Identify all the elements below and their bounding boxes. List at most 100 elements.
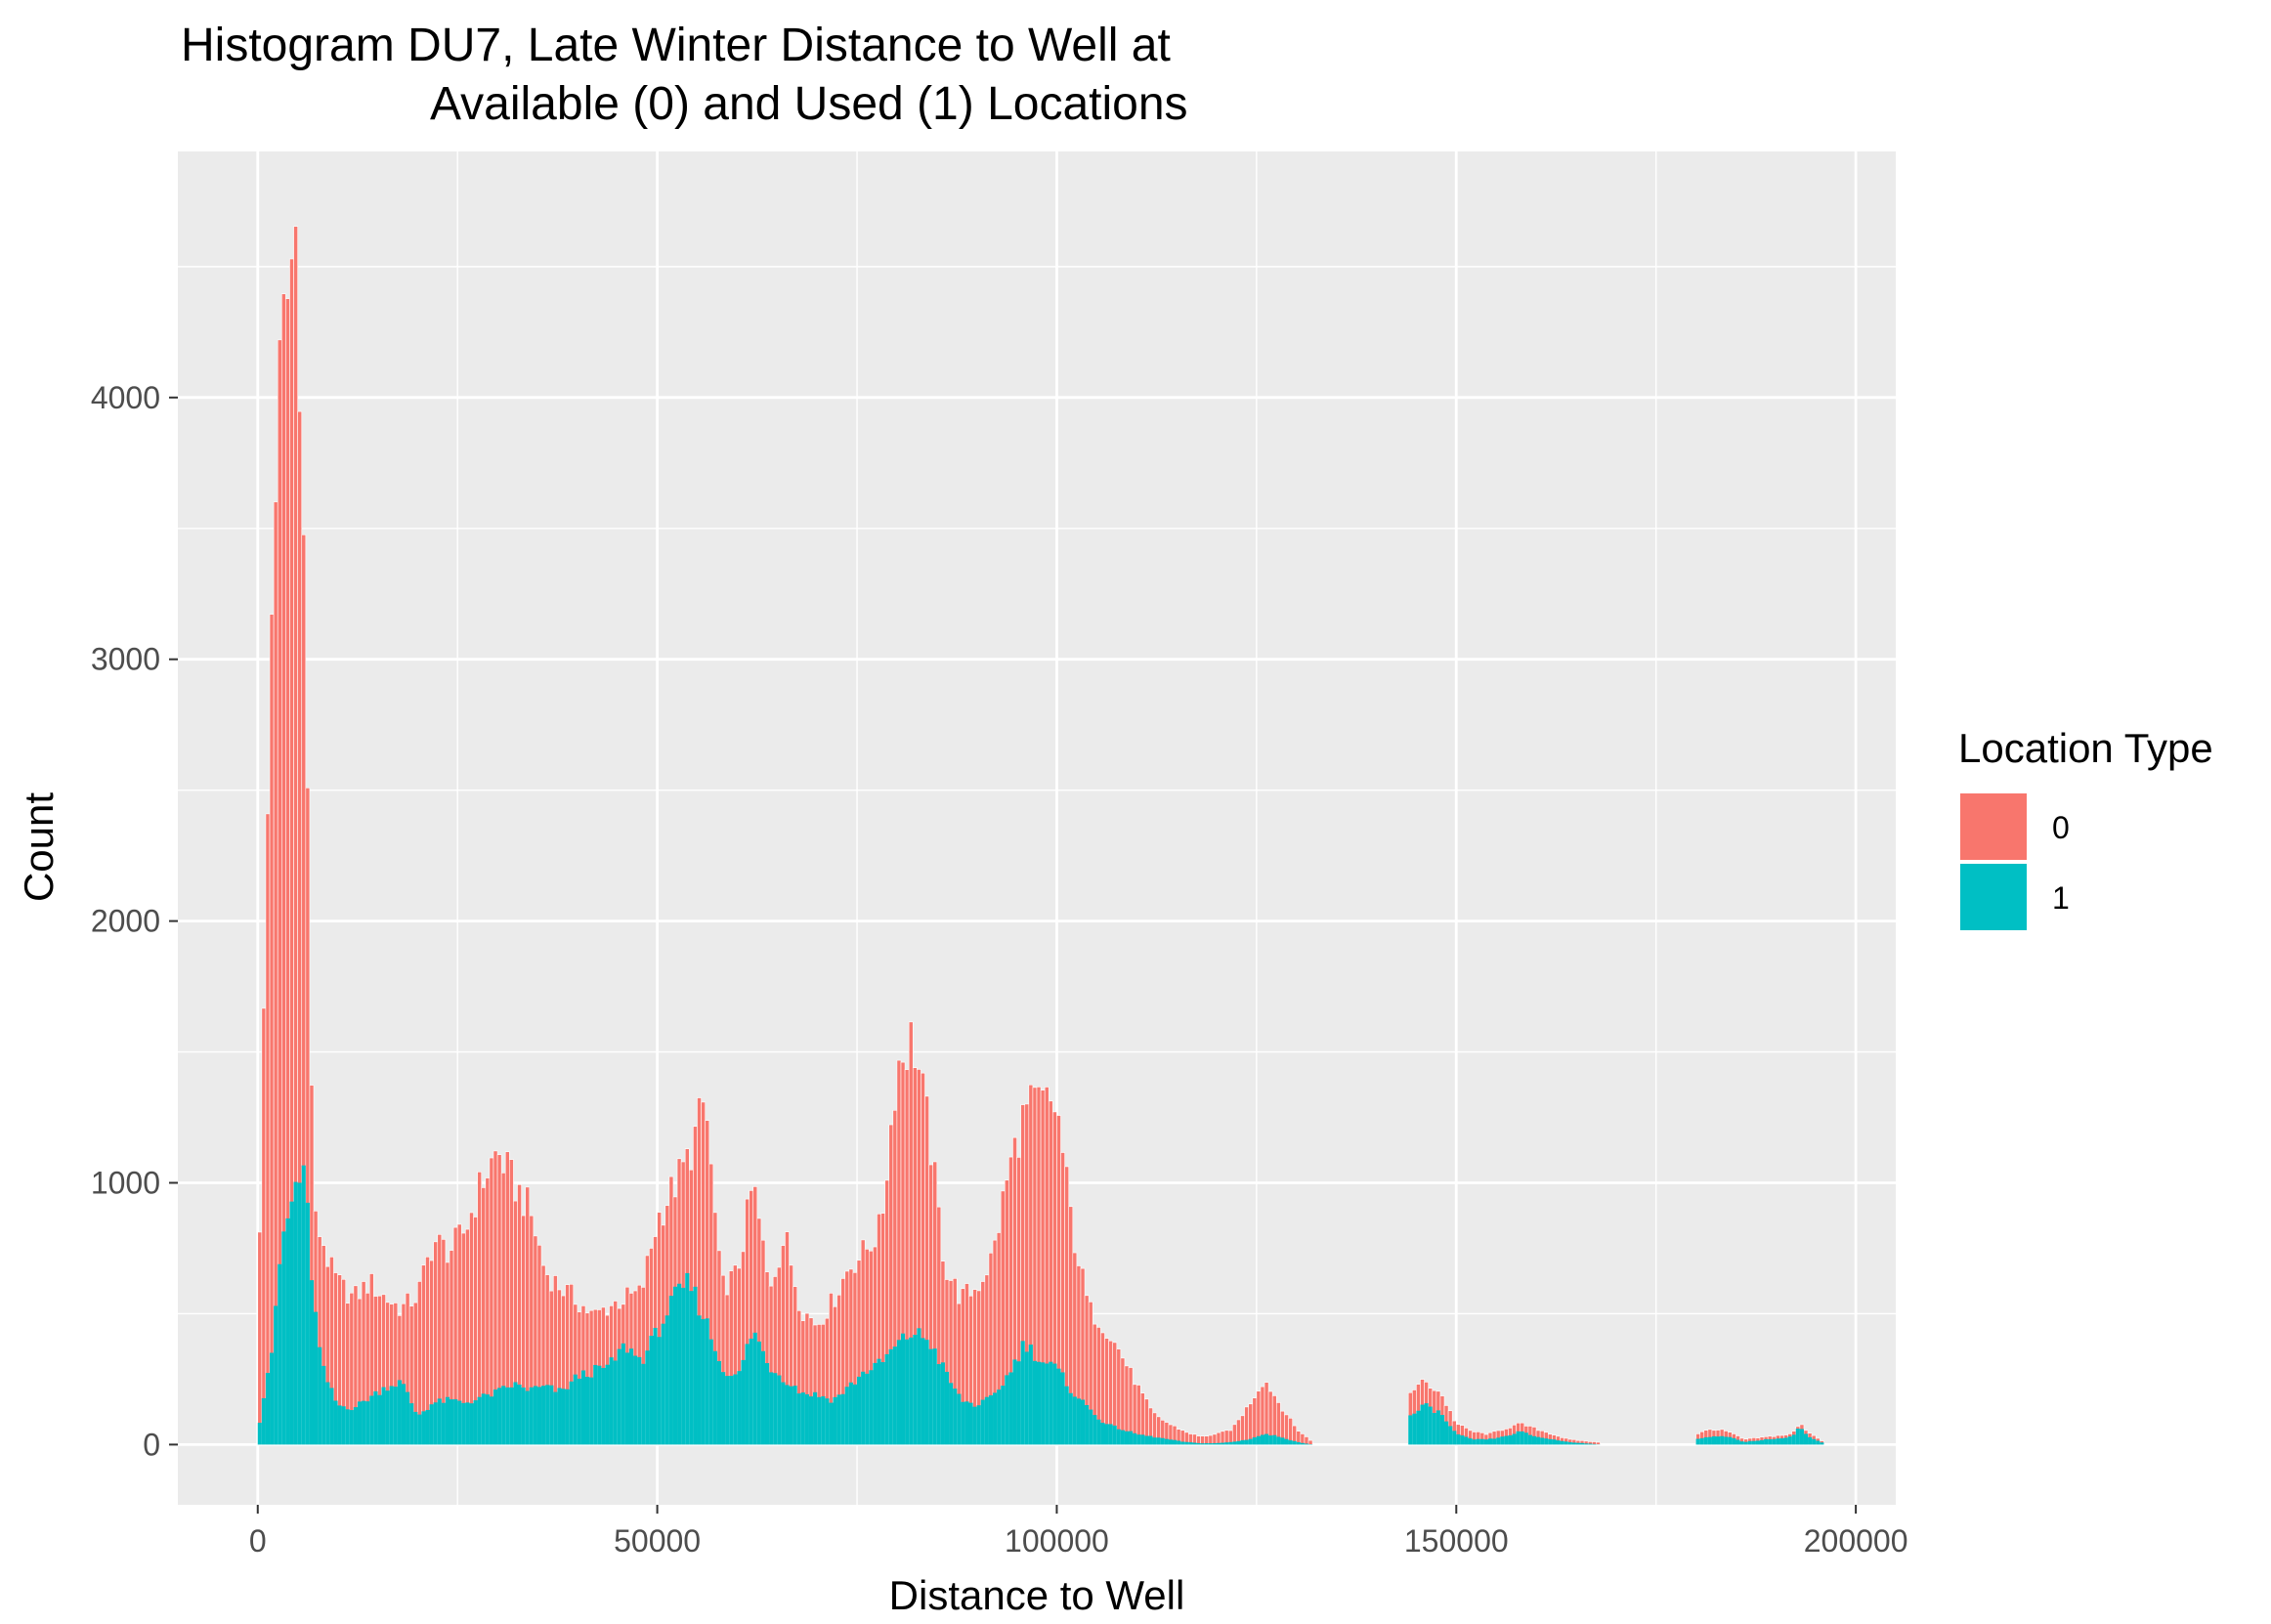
histogram-bar-series-1 xyxy=(1428,1406,1433,1445)
histogram-bar-series-1 xyxy=(716,1360,722,1445)
histogram-bar-series-1 xyxy=(808,1396,814,1445)
histogram-bar-series-0 xyxy=(1596,1441,1601,1445)
histogram-bar-series-1 xyxy=(501,1386,506,1445)
histogram-bar-series-1 xyxy=(1144,1435,1149,1445)
histogram-bar-series-1 xyxy=(1575,1442,1581,1445)
histogram-bar-series-1 xyxy=(1160,1437,1165,1445)
histogram-bar-series-1 xyxy=(737,1371,742,1445)
histogram-bar-series-1 xyxy=(457,1400,462,1445)
histogram-bar-series-1 xyxy=(1136,1434,1141,1445)
histogram-bar-series-1 xyxy=(628,1348,634,1445)
histogram-bar-series-1 xyxy=(513,1382,518,1445)
y-axis-title: Count xyxy=(16,792,62,902)
histogram-bar-series-1 xyxy=(1803,1433,1809,1445)
histogram-bar-series-1 xyxy=(777,1375,782,1445)
histogram-bar-series-1 xyxy=(756,1341,761,1445)
histogram-bar-series-1 xyxy=(917,1328,921,1445)
histogram-bar-series-1 xyxy=(325,1382,330,1445)
histogram-bar-series-1 xyxy=(617,1348,621,1445)
histogram-bar-series-1 xyxy=(624,1352,629,1445)
histogram-bar-series-1 xyxy=(1787,1436,1792,1445)
histogram-bar-series-1 xyxy=(1272,1434,1277,1445)
histogram-bar-series-1 xyxy=(1452,1431,1457,1445)
histogram-bar-series-1 xyxy=(1531,1435,1537,1445)
y-tick-label: 3000 xyxy=(91,642,160,677)
histogram-bar-series-1 xyxy=(1268,1435,1273,1445)
histogram-bar-series-1 xyxy=(453,1399,458,1445)
histogram-bar-series-1 xyxy=(601,1367,606,1445)
histogram-bar-series-1 xyxy=(869,1370,874,1445)
histogram-bar-series-1 xyxy=(932,1348,937,1445)
histogram-bar-series-1 xyxy=(265,1373,271,1445)
histogram-bar-series-1 xyxy=(613,1360,618,1445)
histogram-bar-series-1 xyxy=(1068,1392,1073,1445)
histogram-bar-series-1 xyxy=(1204,1443,1209,1445)
histogram-bar-series-1 xyxy=(1100,1423,1105,1445)
histogram-bar-series-1 xyxy=(1005,1375,1009,1445)
histogram-bar-series-1 xyxy=(1037,1361,1042,1445)
histogram-bar-series-1 xyxy=(381,1387,386,1445)
histogram-bar-series-1 xyxy=(461,1402,466,1445)
histogram-bar-series-1 xyxy=(1448,1426,1453,1445)
histogram-bar-series-1 xyxy=(385,1390,390,1445)
histogram-bar-series-1 xyxy=(1080,1399,1086,1445)
histogram-bar-series-1 xyxy=(561,1389,566,1445)
legend-label-1: 1 xyxy=(2052,880,2070,916)
histogram-bar-series-1 xyxy=(1173,1439,1178,1445)
histogram-bar-series-1 xyxy=(577,1378,581,1445)
histogram-bar-series-1 xyxy=(953,1389,958,1445)
histogram-bar-series-1 xyxy=(1456,1433,1461,1445)
histogram-bar-series-1 xyxy=(637,1356,642,1445)
histogram-bar-series-1 xyxy=(1240,1439,1245,1445)
histogram-bar-series-1 xyxy=(1460,1435,1465,1445)
histogram-bar-series-1 xyxy=(341,1406,346,1445)
histogram-bar-series-1 xyxy=(349,1410,354,1445)
histogram-bar-series-0 xyxy=(1307,1439,1313,1445)
histogram-bar-series-1 xyxy=(988,1394,994,1445)
histogram-bar-series-0 xyxy=(1212,1433,1218,1445)
histogram-bar-series-1 xyxy=(1001,1386,1006,1445)
histogram-bar-series-1 xyxy=(817,1396,822,1445)
histogram-bar-series-1 xyxy=(1208,1443,1213,1445)
histogram-bar-series-1 xyxy=(1416,1410,1421,1445)
histogram-bar-series-1 xyxy=(888,1348,893,1445)
histogram-bar-series-0 xyxy=(1220,1431,1225,1445)
histogram-bar-series-1 xyxy=(936,1364,941,1445)
histogram-bar-series-1 xyxy=(1292,1440,1297,1445)
histogram-bar-series-1 xyxy=(1184,1441,1189,1445)
histogram-bar-series-1 xyxy=(661,1323,665,1445)
histogram-bar-series-1 xyxy=(549,1385,554,1445)
histogram-bar-series-1 xyxy=(940,1362,945,1445)
histogram-bar-series-1 xyxy=(685,1272,690,1445)
histogram-bar-series-1 xyxy=(1300,1442,1305,1445)
histogram-bar-series-1 xyxy=(1571,1442,1576,1445)
histogram-bar-series-0 xyxy=(273,501,279,1445)
histogram-bar-series-1 xyxy=(1772,1438,1777,1445)
histogram-bar-series-1 xyxy=(1168,1439,1174,1445)
histogram-bar-series-1 xyxy=(589,1377,594,1445)
histogram-bar-series-0 xyxy=(257,1231,263,1445)
histogram-bar-series-1 xyxy=(1695,1438,1700,1445)
x-axis-title: Distance to Well xyxy=(889,1572,1185,1618)
histogram-bar-series-1 xyxy=(429,1404,434,1445)
histogram-bar-series-1 xyxy=(421,1411,426,1445)
histogram-bar-series-1 xyxy=(1008,1372,1013,1445)
histogram-bar-series-1 xyxy=(517,1385,522,1445)
histogram-bar-series-1 xyxy=(972,1406,977,1445)
histogram-bar-series-1 xyxy=(536,1387,542,1445)
histogram-bar-series-1 xyxy=(1564,1441,1568,1445)
histogram-bar-series-1 xyxy=(565,1389,570,1445)
x-tick-label: 150000 xyxy=(1404,1523,1509,1559)
histogram-bar-series-1 xyxy=(433,1402,438,1445)
histogram-bar-series-1 xyxy=(657,1337,662,1445)
histogram-bar-series-1 xyxy=(1192,1442,1197,1445)
histogram-bar-series-1 xyxy=(580,1370,586,1445)
histogram-bar-series-1 xyxy=(1527,1434,1532,1445)
histogram-bar-series-1 xyxy=(1260,1434,1265,1445)
histogram-bar-series-1 xyxy=(905,1339,910,1445)
histogram-bar-series-1 xyxy=(406,1391,410,1445)
histogram-bar-series-1 xyxy=(1516,1431,1521,1445)
histogram-bar-series-1 xyxy=(1548,1438,1553,1445)
histogram-bar-series-1 xyxy=(309,1280,315,1445)
histogram-bar-series-1 xyxy=(1284,1438,1289,1445)
